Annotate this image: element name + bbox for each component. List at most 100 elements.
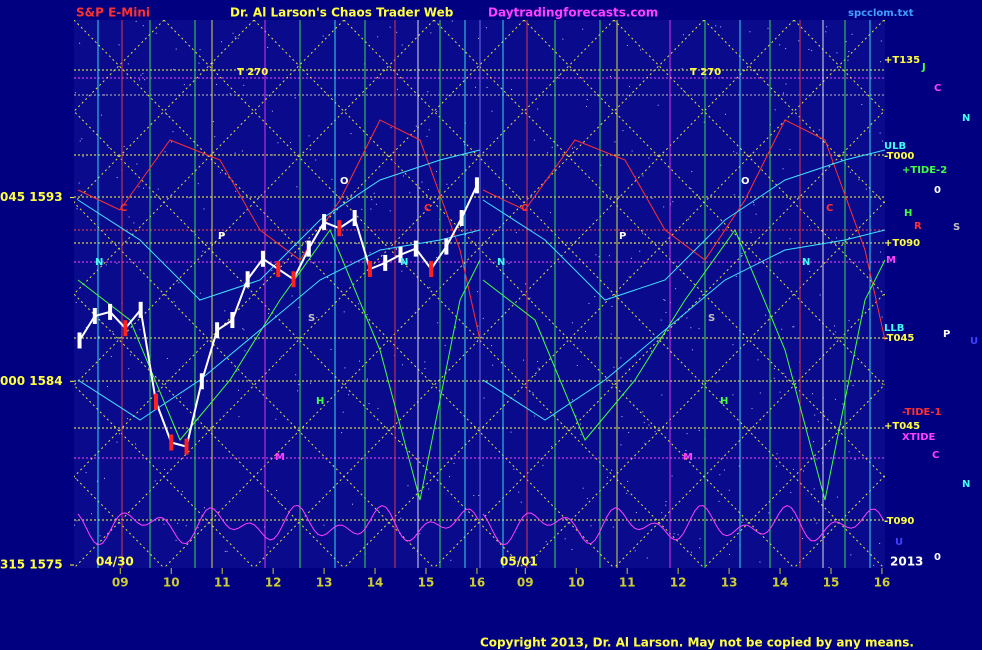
star [267, 546, 269, 548]
x-tick-label: 12 [265, 576, 282, 590]
star [811, 153, 813, 155]
star [792, 326, 794, 328]
star [606, 476, 608, 478]
right-label: LLB [884, 323, 904, 334]
star [642, 411, 644, 413]
star [835, 237, 837, 239]
star [98, 336, 100, 338]
star [765, 314, 767, 316]
star [813, 488, 815, 490]
star [681, 68, 683, 70]
x-tick-label: 10 [568, 576, 585, 590]
star [648, 424, 650, 426]
star [626, 492, 628, 494]
star [848, 320, 850, 322]
star [625, 337, 627, 339]
right-label: -T045 [884, 333, 914, 344]
star [220, 41, 222, 43]
chart-label: M [275, 452, 285, 463]
star [664, 299, 666, 301]
star [436, 111, 438, 113]
diagonal [433, 109, 885, 568]
price-bar [230, 312, 235, 329]
chart-label: S [308, 313, 315, 324]
star [74, 524, 76, 526]
star [128, 368, 130, 370]
star [558, 74, 560, 76]
star [528, 298, 530, 300]
star [688, 218, 690, 220]
right-label: N [962, 113, 970, 124]
chart-label: S [708, 313, 715, 324]
star [586, 105, 588, 107]
star [789, 148, 791, 150]
star [356, 243, 358, 245]
star [542, 464, 544, 466]
date-label: 04/30 [96, 555, 134, 569]
diagonal [163, 20, 705, 568]
star [170, 288, 172, 290]
star [813, 441, 815, 443]
star [348, 394, 350, 396]
star [879, 61, 881, 63]
star [613, 366, 615, 368]
star [686, 433, 688, 435]
star [395, 248, 397, 250]
star [845, 41, 847, 43]
price-bar [260, 250, 265, 267]
star [828, 566, 830, 568]
star [214, 136, 216, 138]
star [116, 262, 118, 264]
star [75, 92, 77, 94]
star [750, 231, 752, 233]
diagonal [74, 20, 615, 568]
star [768, 512, 770, 514]
star [401, 270, 403, 272]
star [640, 49, 642, 51]
star [547, 152, 549, 154]
y-tick-label: 000 1584 [0, 374, 63, 388]
star [586, 99, 588, 101]
star [436, 427, 438, 429]
star [752, 202, 754, 204]
star [127, 63, 129, 65]
star [444, 344, 446, 346]
star [331, 178, 333, 180]
star [199, 292, 201, 294]
star [861, 104, 863, 106]
star [148, 367, 150, 369]
star [185, 525, 187, 527]
star [798, 40, 800, 42]
star [849, 171, 851, 173]
star [665, 501, 667, 503]
star [789, 238, 791, 240]
star [572, 399, 574, 401]
star [135, 20, 137, 22]
star [661, 394, 663, 396]
star [675, 288, 677, 290]
x-tick-label: 09 [112, 576, 129, 590]
star [118, 44, 120, 46]
star [96, 480, 98, 482]
star [234, 152, 236, 154]
star [295, 374, 297, 376]
star [424, 361, 426, 363]
star [342, 234, 344, 236]
star [426, 135, 428, 137]
chart-label: N [400, 257, 408, 268]
star [579, 379, 581, 381]
star [575, 415, 577, 417]
star [595, 254, 597, 256]
right-label: N [962, 479, 970, 490]
star [518, 491, 520, 493]
star [173, 68, 175, 70]
right-label: U [970, 336, 978, 347]
star [643, 422, 645, 424]
price-bar [123, 320, 128, 337]
star [450, 559, 452, 561]
star [446, 231, 448, 233]
star [399, 441, 401, 443]
star [596, 336, 598, 338]
star [753, 204, 755, 206]
star [308, 135, 310, 137]
